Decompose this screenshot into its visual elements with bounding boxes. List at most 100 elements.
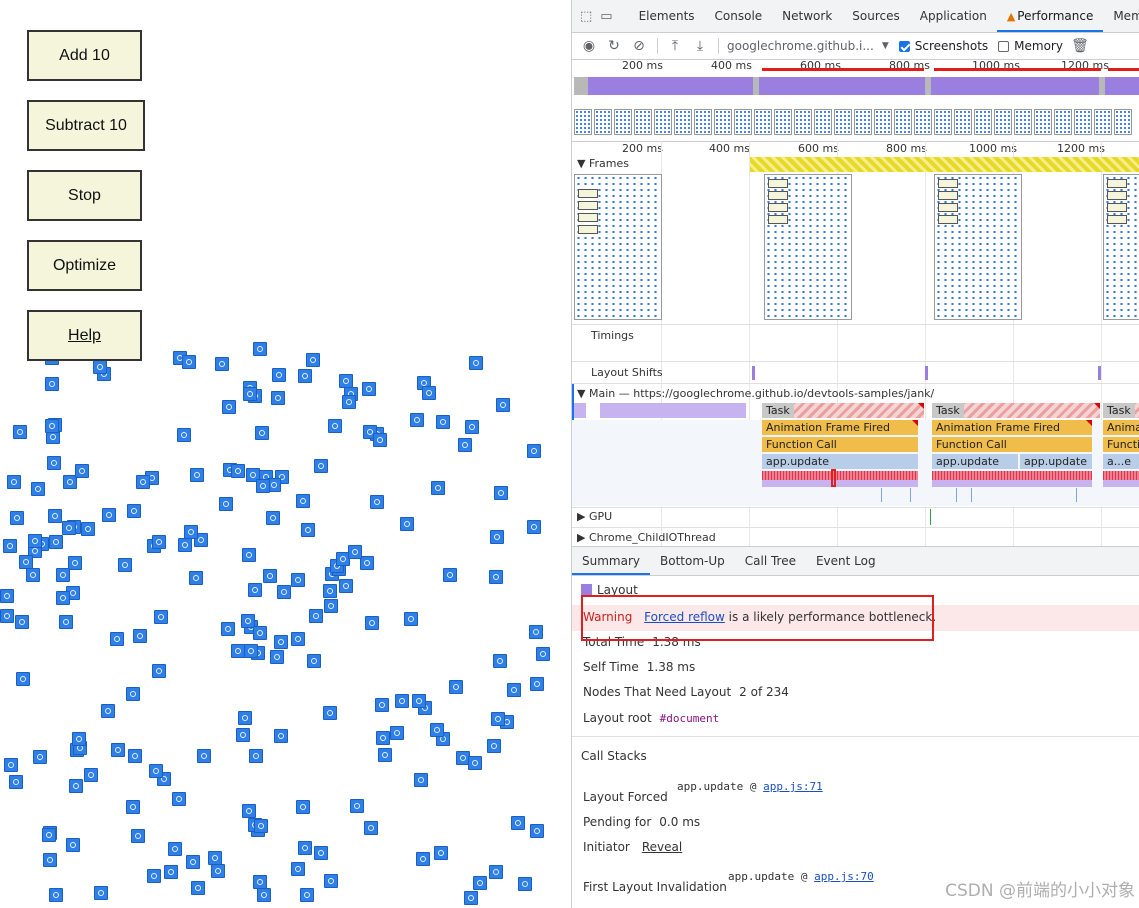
task-block[interactable]: Task (932, 403, 1100, 418)
moving-icon (494, 486, 508, 500)
frame-screenshot[interactable] (934, 174, 1022, 320)
filmstrip-frame (854, 109, 872, 135)
moving-icon (219, 497, 233, 511)
frames-bar[interactable] (750, 157, 1139, 172)
animation-frame-block[interactable]: Animat (1103, 420, 1139, 435)
idle-block[interactable] (600, 403, 746, 418)
filmstrip-frame (734, 109, 752, 135)
app-js-70-link[interactable]: app.js:70 (814, 870, 874, 883)
idle-block[interactable] (574, 403, 586, 418)
optimize-button[interactable]: Optimize (27, 240, 142, 291)
app-update-block[interactable]: app.update (932, 454, 1018, 469)
layout-root-value[interactable]: #document (660, 712, 720, 725)
reload-record-icon[interactable]: ↻ (606, 38, 622, 54)
app-update-block[interactable]: app.update (1020, 454, 1092, 469)
moving-icon (168, 842, 182, 856)
moving-icon (465, 420, 479, 434)
function-call-block[interactable]: Functi (1103, 437, 1139, 452)
chevron-down-icon[interactable]: ▼ (882, 41, 889, 51)
tab-bottom-up[interactable]: Bottom-Up (650, 547, 735, 575)
screenshots-checkbox[interactable] (899, 41, 910, 52)
trash-icon[interactable]: 🗑 (1072, 38, 1088, 54)
devtools-panel: ⬚ ▭ Elements Console Network Sources App… (571, 0, 1139, 908)
filmstrip-frame (774, 109, 792, 135)
moving-icon (298, 369, 312, 383)
moving-icon (62, 521, 76, 535)
layout-shift-marker[interactable] (752, 366, 755, 380)
moving-icon (527, 520, 541, 534)
minor-event (956, 488, 957, 502)
moving-icon (242, 548, 256, 562)
moving-icon (490, 530, 504, 544)
layout-events-strip[interactable] (762, 471, 918, 480)
add-10-button[interactable]: Add 10 (27, 30, 142, 81)
warning-corner (912, 420, 918, 426)
main-track-title: Main — https://googlechrome.github.io/de… (589, 387, 934, 400)
gpu-track-label[interactable]: ▶ GPU (577, 510, 612, 523)
selected-layout-event[interactable] (831, 469, 836, 487)
moving-icon (422, 386, 436, 400)
moving-icon (464, 891, 478, 905)
frame-screenshot[interactable] (574, 174, 662, 320)
moving-icon (231, 464, 245, 478)
add-10-label: Add 10 (59, 47, 110, 65)
function-call-block[interactable]: Function Call (762, 437, 918, 452)
task-block[interactable]: Task (1103, 403, 1139, 418)
tab-call-tree[interactable]: Call Tree (735, 547, 806, 575)
help-button[interactable]: Help (27, 310, 142, 361)
child-io-track-label[interactable]: ▶ Chrome_ChildIOThread (577, 531, 716, 544)
app-js-71-link[interactable]: app.js:71 (763, 780, 823, 793)
layout-shift-marker[interactable] (1098, 366, 1101, 380)
minor-event (910, 488, 911, 502)
record-icon[interactable]: ◉ (581, 38, 597, 54)
device-toolbar-icon[interactable]: ▭ (600, 8, 612, 24)
subtract-10-button[interactable]: Subtract 10 (27, 100, 145, 151)
timeline-overview[interactable]: 200 ms 400 ms 600 ms 800 ms 1000 ms 1200… (572, 59, 1139, 142)
clear-icon[interactable]: ⊘ (631, 38, 647, 54)
layout-shifts-track-label[interactable]: Layout Shifts (591, 366, 663, 379)
animation-frame-block[interactable]: Animation Frame Fired (762, 420, 918, 435)
tab-elements[interactable]: Elements (629, 0, 705, 32)
tab-network[interactable]: Network (772, 0, 842, 32)
frame-screenshot[interactable] (764, 174, 852, 320)
moving-icon (253, 875, 267, 889)
first-invalidation-stack: app.update @ app.js:70 (728, 870, 874, 883)
frames-track-label[interactable]: ▼ Frames (577, 157, 629, 170)
filmstrip-frame (974, 109, 992, 135)
upload-icon[interactable]: ⤒ (667, 38, 683, 54)
stop-button[interactable]: Stop (27, 170, 142, 221)
moving-icon (434, 846, 448, 860)
tab-performance[interactable]: ▲ Performance (997, 0, 1104, 32)
tab-sources[interactable]: Sources (842, 0, 909, 32)
layout-events-strip[interactable] (932, 471, 1092, 480)
function-call-block[interactable]: Function Call (932, 437, 1092, 452)
animation-frame-block[interactable]: Animation Frame Fired (932, 420, 1092, 435)
moving-icon (458, 438, 472, 452)
task-block[interactable]: Task (762, 403, 924, 418)
layout-shift-marker[interactable] (925, 366, 928, 380)
self-time-label: Self Time (583, 660, 639, 674)
tab-summary[interactable]: Summary (572, 547, 650, 575)
moving-icon (236, 728, 250, 742)
moving-icon (13, 425, 27, 439)
frame-screenshot[interactable] (1103, 174, 1139, 320)
moving-icon (296, 494, 310, 508)
moving-icon (255, 426, 269, 440)
moving-icon (221, 622, 235, 636)
tab-console[interactable]: Console (705, 0, 773, 32)
timings-track-label[interactable]: Timings (591, 329, 634, 342)
inspect-element-icon[interactable]: ⬚ (580, 8, 592, 24)
tab-application[interactable]: Application (910, 0, 997, 32)
download-icon[interactable]: ⤓ (692, 38, 708, 54)
app-update-block[interactable]: a...e (1103, 454, 1139, 469)
layout-events-strip[interactable] (1103, 471, 1139, 480)
task-label: Task (932, 403, 964, 418)
reveal-link[interactable]: Reveal (642, 840, 682, 854)
app-update-block[interactable]: app.update (762, 454, 918, 469)
memory-checkbox[interactable] (998, 41, 1009, 52)
tab-event-log[interactable]: Event Log (806, 547, 886, 575)
recording-select[interactable]: googlechrome.github.i... (727, 39, 874, 53)
main-track-label[interactable]: ▼ Main — https://googlechrome.github.io/… (577, 387, 934, 400)
moving-icon (253, 626, 267, 640)
tab-memory[interactable]: Mem (1103, 0, 1139, 32)
